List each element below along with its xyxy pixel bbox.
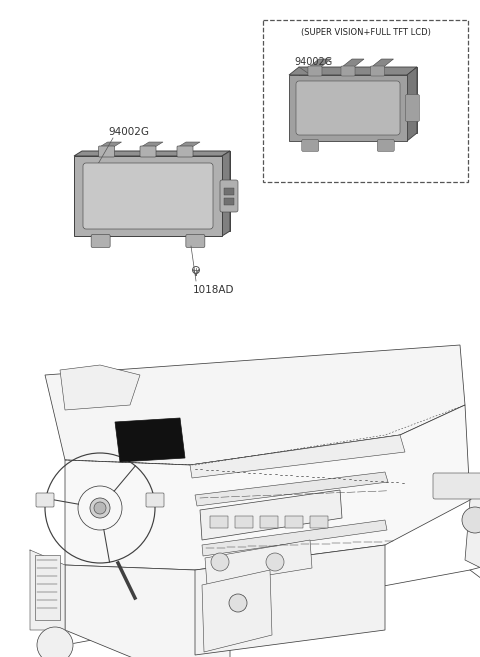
FancyBboxPatch shape (377, 139, 394, 152)
FancyBboxPatch shape (302, 139, 319, 152)
FancyBboxPatch shape (91, 235, 110, 248)
Bar (210, 516, 228, 528)
FancyBboxPatch shape (406, 95, 420, 122)
Polygon shape (74, 151, 230, 156)
Polygon shape (30, 550, 65, 630)
Polygon shape (289, 67, 417, 75)
Text: (SUPER VISION+FULL TFT LCD): (SUPER VISION+FULL TFT LCD) (300, 28, 431, 37)
FancyBboxPatch shape (177, 146, 193, 157)
Circle shape (462, 507, 480, 533)
Polygon shape (465, 475, 480, 570)
FancyBboxPatch shape (186, 235, 205, 248)
Bar (310, 516, 328, 528)
Circle shape (94, 502, 106, 514)
FancyBboxPatch shape (98, 146, 115, 157)
FancyBboxPatch shape (140, 146, 156, 157)
Circle shape (90, 498, 110, 518)
Circle shape (229, 594, 247, 612)
Polygon shape (205, 540, 312, 585)
Polygon shape (190, 435, 405, 478)
Polygon shape (115, 418, 185, 462)
Polygon shape (372, 59, 394, 67)
FancyBboxPatch shape (83, 163, 213, 229)
Polygon shape (195, 472, 388, 506)
Text: 94002G: 94002G (108, 127, 149, 137)
Polygon shape (342, 59, 364, 67)
Polygon shape (407, 67, 417, 141)
Polygon shape (299, 67, 417, 133)
Bar (35, 555, 60, 620)
FancyBboxPatch shape (220, 180, 238, 212)
Bar (260, 516, 278, 528)
FancyBboxPatch shape (36, 493, 54, 507)
Bar (285, 516, 303, 528)
Polygon shape (65, 565, 230, 657)
FancyBboxPatch shape (296, 81, 400, 135)
Polygon shape (82, 151, 230, 231)
Polygon shape (200, 490, 342, 540)
Bar (235, 516, 253, 528)
FancyBboxPatch shape (371, 66, 384, 76)
Circle shape (211, 553, 229, 571)
Bar (224, 188, 234, 195)
Bar (263, 20, 468, 182)
FancyBboxPatch shape (341, 66, 355, 76)
Polygon shape (65, 405, 470, 570)
Polygon shape (309, 59, 331, 67)
Polygon shape (195, 545, 385, 655)
Polygon shape (141, 142, 163, 147)
Polygon shape (178, 142, 200, 147)
Text: 94002G: 94002G (294, 57, 332, 67)
FancyBboxPatch shape (146, 493, 164, 507)
FancyBboxPatch shape (433, 473, 480, 499)
Polygon shape (60, 365, 140, 410)
Polygon shape (202, 520, 387, 556)
Circle shape (266, 553, 284, 571)
FancyBboxPatch shape (308, 66, 322, 76)
Polygon shape (289, 75, 407, 141)
Text: 1018AD: 1018AD (193, 285, 235, 295)
Polygon shape (222, 151, 230, 236)
Polygon shape (74, 156, 222, 236)
Polygon shape (202, 570, 272, 652)
Polygon shape (99, 142, 121, 147)
Bar (224, 198, 234, 205)
Polygon shape (45, 345, 465, 465)
Circle shape (37, 627, 73, 657)
